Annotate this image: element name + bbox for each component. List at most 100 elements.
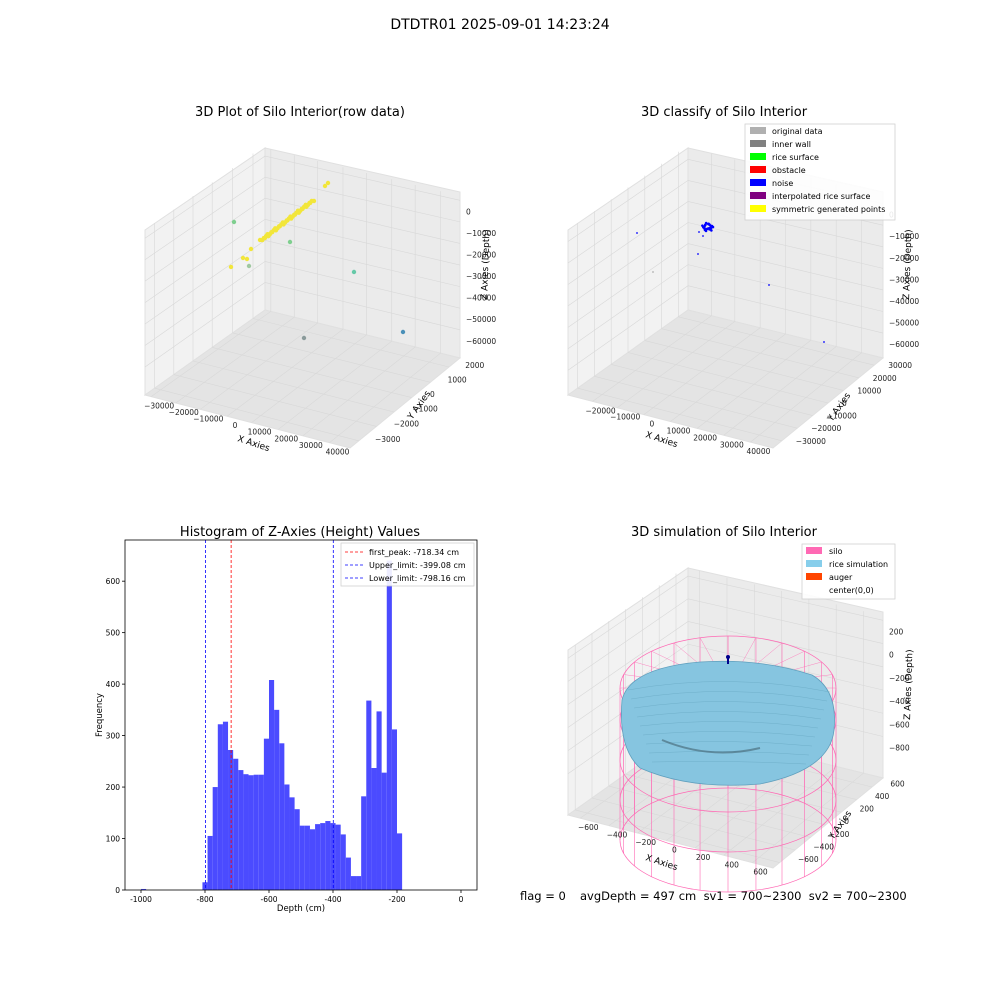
y-tick-label: 100 (106, 835, 121, 844)
legend-swatch (750, 205, 766, 212)
x-tick-label: 0 (459, 895, 464, 904)
y-tick-label: 200 (860, 805, 875, 814)
rice-surface-body (621, 660, 835, 786)
x-tick-label: −600 (578, 823, 599, 832)
x-tick-label: 10000 (667, 427, 691, 436)
legend-label: symmetric generated points (772, 205, 885, 214)
histogram-bar (340, 834, 346, 890)
figure-title: DTDTR01 2025-09-01 14:23:24 (390, 17, 610, 33)
panel-sim-zlabel: Z Axies (Depth) (903, 649, 915, 720)
histogram-bar (233, 758, 239, 890)
legend-label: rice simulation (829, 560, 888, 569)
classified-point (710, 229, 713, 232)
legend-swatch (750, 192, 766, 199)
histogram-bar (299, 825, 305, 890)
raw-point (400, 329, 406, 335)
y-tick-label: −30000 (796, 437, 826, 446)
z-tick-label: −10000 (889, 232, 919, 241)
x-tick-label: 200 (696, 853, 711, 862)
rice-depression (661, 739, 761, 754)
histogram-bar (222, 721, 229, 890)
legend-label: Upper_limit: -399.08 cm (369, 561, 466, 570)
raw-point (322, 183, 328, 189)
z-tick-label: −60000 (889, 340, 919, 349)
histogram-legend: first_peak: -718.34 cm Upper_limit: -399.… (340, 542, 475, 587)
legend-swatch (806, 547, 822, 554)
raw-point (351, 269, 357, 275)
z-tick-label: −200 (889, 674, 910, 683)
y-tick-label: 10000 (857, 386, 881, 395)
z-tick-label: −20000 (466, 250, 496, 259)
y-tick-label: 30000 (888, 361, 912, 370)
x-tick-label: 0 (649, 420, 654, 429)
histogram-bar (371, 768, 377, 890)
histogram-bar (376, 711, 382, 890)
rice-mesh-line (639, 721, 819, 729)
raw-point (262, 235, 268, 241)
panel-simulation-3d: 3D simulation of Silo Interior −600−400−… (566, 525, 915, 893)
legend-swatch (750, 127, 766, 134)
rice-mesh-line (636, 711, 822, 720)
raw-point (325, 180, 331, 186)
classified-point (709, 226, 713, 230)
rice-mesh-line (645, 741, 813, 747)
x-tick-label: −10000 (193, 414, 223, 423)
legend-label: silo (829, 547, 843, 556)
y-tick-label: 600 (890, 779, 905, 788)
x-tick-label: 20000 (693, 433, 717, 442)
raw-point (287, 239, 293, 245)
z-tick-label: −40000 (466, 294, 496, 303)
legend-label: first_peak: -718.34 cm (369, 548, 459, 557)
classified-point (823, 341, 825, 343)
rice-mesh-line (633, 701, 825, 711)
panel-raw-xlabel: X Axies (236, 434, 271, 454)
histogram-bar (274, 709, 280, 890)
classified-point (652, 271, 654, 273)
histogram-bar (243, 774, 249, 890)
panel-classify-3d: 3D classify of Silo Interior −20000 −1000… (566, 105, 919, 456)
chart-title: Histogram of Z-Axies (Height) Values (180, 525, 420, 540)
x-tick-label: −400 (607, 831, 628, 840)
histogram-bar (202, 882, 208, 890)
z-tick-label: −800 (889, 744, 910, 753)
x-tick-label: -600 (260, 895, 277, 904)
x-tick-label: 0 (233, 421, 238, 430)
histogram-bar (386, 560, 392, 890)
x-tick-label: −200 (635, 838, 656, 847)
histogram-bar (212, 787, 218, 890)
histogram-bar (228, 750, 234, 890)
classified-point (707, 227, 710, 230)
z-tick-label: −30000 (466, 272, 496, 281)
y-tick-label: −3000 (375, 435, 401, 444)
x-tick-label: -1000 (130, 895, 152, 904)
z-tick-label: −40000 (889, 297, 919, 306)
histogram-axes-frame (124, 539, 478, 891)
x-tick-label: 30000 (299, 441, 323, 450)
classified-point (698, 231, 700, 233)
panel-classify-title: 3D classify of Silo Interior (641, 105, 808, 120)
chart-xlabel: Depth (cm) (277, 904, 325, 914)
raw-point (240, 255, 246, 261)
raw-point (301, 335, 307, 341)
x-tick-label: 40000 (326, 448, 350, 457)
legend-label: inner wall (772, 140, 811, 149)
raw-point (244, 256, 250, 262)
rice-mesh-line (642, 731, 816, 738)
y-tick-label: 200 (106, 783, 121, 792)
classified-point (703, 225, 706, 228)
histogram-bar (258, 774, 264, 890)
histogram-bar (289, 797, 295, 890)
y-tick-label: 300 (106, 732, 121, 741)
legend-swatch (806, 560, 822, 567)
legend-swatch (750, 153, 766, 160)
legend-label: Lower_limit: -798.16 cm (369, 574, 466, 583)
chart-ylabel: Frequency (95, 693, 105, 737)
rice-mesh-line (651, 761, 807, 765)
y-tick-label: 0 (844, 817, 849, 826)
x-tick-label: 0 (672, 845, 677, 854)
histogram-bar (350, 876, 357, 890)
y-tick-label: −200 (829, 830, 850, 839)
histogram-bar (279, 743, 285, 890)
x-tick-label: −20000 (586, 406, 616, 415)
histogram-bar (356, 876, 362, 890)
